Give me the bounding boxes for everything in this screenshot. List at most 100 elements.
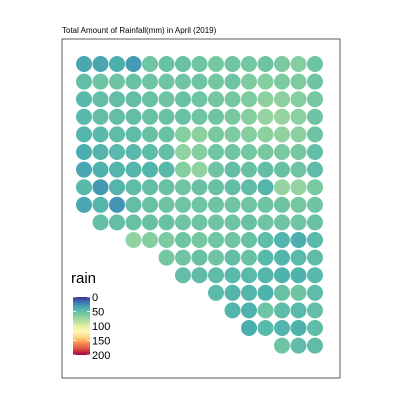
rainfall-dot (208, 108, 224, 125)
rainfall-dot (109, 126, 125, 143)
rainfall-dot (241, 302, 257, 319)
rainfall-dot (158, 73, 175, 90)
rainfall-dot (241, 179, 257, 196)
rainfall-dot (290, 232, 307, 248)
rainfall-dot (76, 179, 92, 196)
rainfall-dot (257, 91, 274, 108)
rainfall-dot (224, 126, 241, 143)
rainfall-dot (290, 56, 307, 72)
rainfall-dot (290, 91, 307, 108)
rainfall-dot (224, 91, 241, 108)
rainfall-dot (307, 337, 323, 354)
rainfall-dot (290, 179, 307, 196)
rainfall-dot (175, 108, 191, 125)
rainfall-dot (307, 108, 323, 125)
rainfall-dot (274, 73, 290, 90)
rainfall-dot (125, 196, 142, 213)
rainfall-dot (175, 196, 191, 213)
colorbar-tick-label: 0 (92, 292, 98, 304)
rainfall-dot (125, 161, 142, 178)
rainfall-dot (76, 196, 92, 213)
rainfall-dot (274, 179, 290, 196)
rainfall-dot (274, 302, 290, 319)
rainfall-dot (142, 126, 158, 143)
rainfall-dot (208, 249, 224, 266)
rainfall-dot (76, 144, 92, 160)
colorbar-tick-label: 50 (92, 307, 104, 319)
rainfall-dot (274, 144, 290, 160)
rainfall-dot (307, 267, 323, 284)
rainfall-dot (109, 108, 125, 125)
rainfall-dot (142, 108, 158, 125)
rainfall-dot (125, 56, 142, 72)
rainfall-dot (307, 126, 323, 143)
rainfall-dot (175, 126, 191, 143)
rainfall-dot (274, 214, 290, 231)
rainfall-dot (76, 108, 92, 125)
rainfall-dot (307, 196, 323, 213)
rainfall-dot (290, 196, 307, 213)
rainfall-dot (224, 108, 241, 125)
rainfall-dot (158, 56, 175, 72)
rainfall-dot (191, 267, 208, 284)
rainfall-dot (274, 126, 290, 143)
rainfall-dot (175, 249, 191, 266)
rainfall-dot (125, 108, 142, 125)
rainfall-dot (274, 284, 290, 301)
rainfall-dot (76, 91, 92, 108)
rainfall-dot (175, 144, 191, 160)
rainfall-dot (208, 144, 224, 160)
rainfall-dot (109, 179, 125, 196)
rainfall-dot (290, 126, 307, 143)
rainfall-dot (125, 232, 142, 248)
rainfall-dot (257, 56, 274, 72)
rainfall-dot (241, 91, 257, 108)
rainfall-dot (142, 91, 158, 108)
rainfall-dot (224, 214, 241, 231)
rainfall-dot (76, 126, 92, 143)
rainfall-dot (158, 108, 175, 125)
rainfall-dot (307, 249, 323, 266)
rainfall-dot (92, 73, 109, 90)
rainfall-dot (142, 179, 158, 196)
rainfall-dot (208, 267, 224, 284)
rainfall-dot (158, 196, 175, 213)
rainfall-dot (274, 337, 290, 354)
rainfall-dot (175, 73, 191, 90)
rainfall-dot (125, 179, 142, 196)
rainfall-dot (307, 214, 323, 231)
rainfall-dot (241, 144, 257, 160)
rainfall-dot (191, 126, 208, 143)
legend-title: rain (71, 270, 96, 287)
rainfall-dot (142, 161, 158, 178)
rainfall-dot (191, 91, 208, 108)
rainfall-dot (224, 196, 241, 213)
rainfall-dot (241, 232, 257, 248)
rainfall-dot (224, 284, 241, 301)
rainfall-dot (257, 161, 274, 178)
rainfall-dot (142, 196, 158, 213)
rainfall-dot (241, 56, 257, 72)
rainfall-dot (191, 108, 208, 125)
rainfall-dot (125, 144, 142, 160)
colorbar (73, 297, 90, 355)
rainfall-dot (92, 108, 109, 125)
rainfall-dot (158, 91, 175, 108)
rainfall-dot (175, 91, 191, 108)
rainfall-dot (208, 56, 224, 72)
rainfall-dot (307, 302, 323, 319)
rainfall-dot (257, 196, 274, 213)
rainfall-dot (191, 161, 208, 178)
rainfall-dot (241, 320, 257, 336)
rainfall-dot (224, 161, 241, 178)
rainfall-dot (307, 232, 323, 248)
rainfall-dot (208, 196, 224, 213)
rainfall-dot (92, 214, 109, 231)
rainfall-dot (175, 56, 191, 72)
rainfall-dot (257, 267, 274, 284)
rainfall-dot (158, 179, 175, 196)
rainfall-dot (224, 144, 241, 160)
rainfall-dot (274, 249, 290, 266)
rainfall-dot (92, 126, 109, 143)
rainfall-dot (142, 144, 158, 160)
